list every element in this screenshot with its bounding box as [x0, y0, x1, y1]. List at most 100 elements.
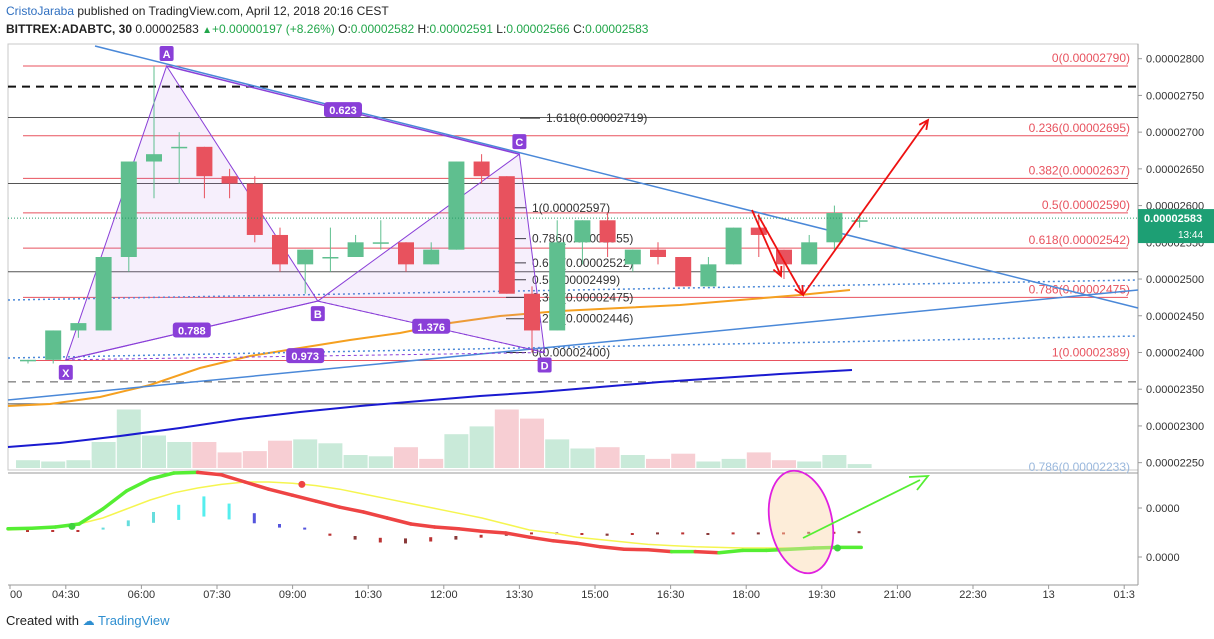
volume-bar	[595, 447, 620, 468]
volume-bar	[91, 442, 116, 468]
oscillator-axis-label: 0.0000	[1146, 552, 1180, 564]
oscillator-main-segment	[148, 471, 176, 481]
oscillator-arrow-up	[802, 479, 921, 539]
fib-level-label: 0(0.00002790)	[1052, 51, 1130, 65]
pattern-point-badge	[310, 306, 325, 322]
price-axis-label: 0.00002350	[1146, 384, 1204, 396]
oscillator-histogram-bar	[328, 533, 332, 536]
volume-bar	[343, 455, 368, 468]
volume-bar	[318, 443, 343, 468]
dotted-trendline	[7, 279, 1139, 301]
fib-level-label: 0.236(0.00002695)	[1029, 121, 1130, 135]
projection-arrow-up-head	[918, 118, 930, 131]
time-axis-label: 18:00	[732, 589, 760, 601]
oscillator-main-segment	[456, 527, 484, 533]
volume-bar	[217, 452, 242, 468]
fib-level-label: 0.618(0.00002542)	[1029, 233, 1130, 247]
oscillator-cross-dot	[68, 522, 76, 530]
oscillator-axis-label: 0.0000	[1146, 503, 1180, 515]
time-axis-label: 00	[10, 589, 22, 601]
price-axis-label: 0.00002400	[1146, 347, 1204, 359]
fib-level-label: 0.5(0.00002590)	[1042, 198, 1130, 212]
candle-body	[120, 161, 137, 257]
oscillator-main-segment	[503, 531, 532, 539]
oscillator-histogram-bar	[580, 533, 584, 535]
pattern-point-badge	[512, 134, 527, 150]
volume-bar	[797, 461, 822, 468]
pattern-point-label: D	[541, 360, 549, 372]
oscillator-histogram-bar	[76, 530, 80, 532]
time-axis-label: 13	[1042, 589, 1054, 601]
price-axis-label: 0.00002750	[1146, 90, 1204, 102]
price-axis-label: 0.00002300	[1146, 421, 1204, 433]
oscillator-histogram-bar	[782, 532, 785, 535]
oscillator-main-segment	[77, 507, 105, 526]
oscillator-main-segment	[788, 546, 816, 551]
publish-line: CristoJaraba published on TradingView.co…	[6, 4, 389, 18]
candle-body	[372, 242, 389, 244]
projection-arrow-up	[802, 119, 929, 296]
candle-body	[549, 242, 566, 331]
oscillator-main-segment	[338, 505, 366, 514]
author-name[interactable]: CristoJaraba	[6, 4, 75, 18]
candle-body	[750, 227, 767, 235]
oscillator-histogram-bar	[101, 527, 105, 530]
time-axis-label: 22:30	[959, 589, 987, 601]
projection-arrow-down-head	[772, 265, 783, 278]
candle-body	[826, 212, 843, 243]
candle-body	[448, 161, 465, 250]
time-axis-label: 13:30	[506, 589, 534, 601]
oscillator-main-segment	[6, 526, 34, 531]
oscillator-histogram-bar	[378, 537, 382, 543]
pattern-point-label: X	[62, 368, 70, 380]
pattern-leg-xd	[65, 351, 545, 361]
oscillator-main-segment	[527, 535, 555, 543]
candle-body	[398, 242, 414, 265]
oscillator-main-segment	[409, 522, 437, 529]
volume-bar	[16, 460, 40, 468]
pattern-ratio-badge	[286, 348, 325, 364]
ascending-trendline	[7, 289, 1139, 401]
ohlc-low: 0.00002566	[506, 22, 570, 36]
last-price: 0.00002583	[135, 22, 199, 36]
published-text: published on TradingView.com, April 12, …	[77, 4, 389, 18]
volume-bar	[368, 456, 393, 468]
price-axis-label: 0.00002250	[1146, 458, 1204, 470]
candle-body	[423, 249, 440, 265]
descending-trendline	[94, 45, 1139, 309]
volume-bar	[419, 458, 444, 468]
oscillator-histogram-bar	[807, 531, 811, 534]
oscillator-main-segment	[812, 545, 840, 550]
ohlc-high-label: H:	[417, 22, 430, 36]
volume-bar	[696, 461, 721, 468]
oscillator-main-segment	[432, 525, 461, 531]
tradingview-link[interactable]: TradingView	[98, 613, 170, 628]
oscillator-histogram-bar	[681, 532, 685, 535]
candle-body	[322, 257, 339, 259]
bar-countdown-label: 13:44	[1178, 230, 1203, 241]
footer: Created with ☁ TradingView	[6, 613, 170, 628]
candle-body	[725, 227, 742, 265]
volume-bar	[394, 447, 418, 468]
ohlc-open: 0.00002582	[350, 22, 415, 36]
oscillator-main-segment	[195, 470, 224, 477]
oscillator-histogram-bar	[177, 504, 181, 520]
oscillator-histogram-bar	[252, 513, 256, 524]
oscillator-histogram-bar	[353, 536, 357, 540]
candle-body	[272, 234, 288, 265]
oscillator-main-segment	[551, 539, 579, 545]
volume-bar	[268, 440, 292, 468]
price-axis-label: 0.00002700	[1146, 127, 1204, 139]
oscillator-histogram-bar	[605, 533, 609, 536]
pattern-point-label: B	[314, 309, 322, 321]
candle-body	[246, 183, 263, 235]
oscillator-main-segment	[717, 548, 745, 555]
oscillator-histogram-bar	[278, 524, 281, 528]
oscillator-main-segment	[575, 541, 603, 549]
candle-body	[95, 257, 112, 331]
fib-ext-label: 0.382(0.00002475)	[532, 290, 633, 304]
oscillator-histogram-bar	[479, 534, 483, 538]
candle-body	[70, 323, 87, 331]
ohlc-high: 0.00002591	[429, 22, 493, 36]
